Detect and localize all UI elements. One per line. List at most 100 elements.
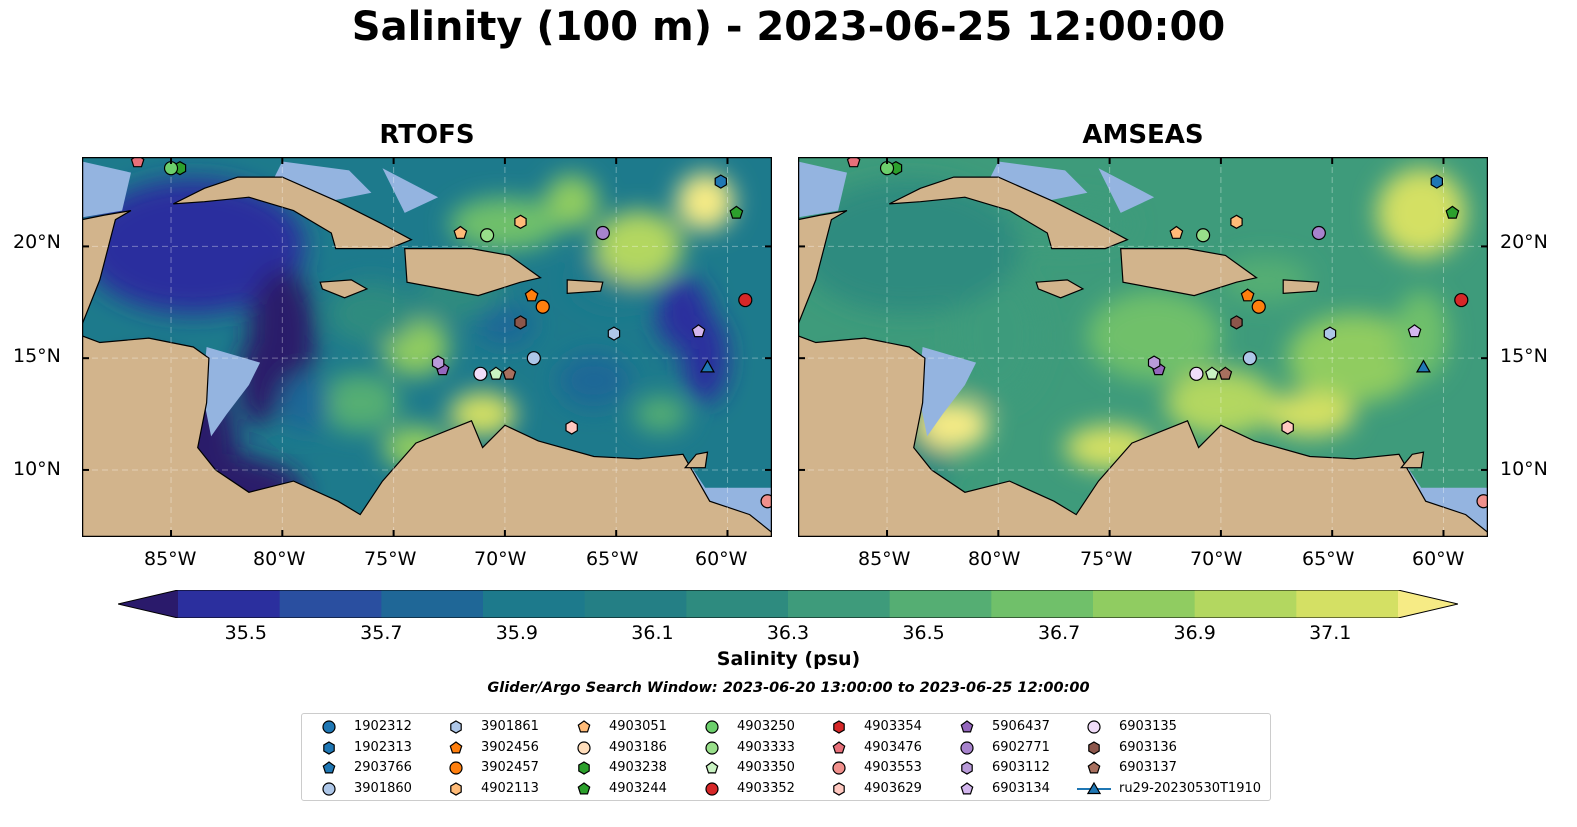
- legend-label: 5906437: [992, 719, 1050, 734]
- hexagon-marker-icon: [833, 781, 845, 796]
- float-marker-6903137: [1218, 366, 1233, 380]
- pentagon-marker-icon: [960, 781, 974, 794]
- shelf-area-0: [202, 347, 261, 437]
- colorbar-tick-label: 35.9: [495, 622, 539, 644]
- float-marker-4903629: [1281, 420, 1294, 435]
- legend-label: 3901861: [481, 719, 539, 734]
- salinity-patch-1: [1087, 291, 1221, 381]
- land-3: [404, 247, 542, 297]
- land-0: [82, 335, 772, 537]
- land-2: [173, 176, 413, 250]
- float-marker-6903137: [502, 366, 517, 380]
- colorbar-segment-4: [483, 590, 586, 618]
- colorbar-label: Salinity (psu): [716, 648, 861, 670]
- float-marker-3901860: [1242, 351, 1257, 366]
- colorbar-segment-11: [1194, 590, 1297, 618]
- legend-label: 6902771: [992, 739, 1050, 755]
- float-marker-3901861: [607, 326, 621, 341]
- land-1: [798, 210, 848, 325]
- hexagon-marker-icon: [450, 781, 462, 796]
- circle-marker-icon: [705, 740, 719, 755]
- colorbar-extend-high: [1398, 590, 1458, 618]
- pentagon-marker-icon: [322, 761, 336, 774]
- lon-tick-l-80: 80°W: [253, 548, 306, 570]
- pentagon-marker-icon: [705, 761, 719, 774]
- float-marker-4903244: [1445, 205, 1460, 219]
- colorbar-segment-3: [381, 590, 484, 618]
- panel-title-rtofs: RTOFS: [379, 120, 475, 150]
- colorbar-tick-label: 36.9: [1173, 622, 1216, 644]
- salinity-patch-0: [953, 268, 1043, 403]
- salinity-patch-21: [280, 373, 330, 432]
- circle-marker-icon: [322, 720, 336, 734]
- legend-label: 4903238: [609, 760, 667, 775]
- salinity-patch-13: [634, 396, 688, 432]
- salinity-colorbar: [118, 590, 1458, 618]
- lon-tick-l-85: 85°W: [144, 548, 197, 570]
- legend-label: 3902456: [481, 739, 539, 755]
- legend-label: 4903244: [609, 780, 667, 796]
- float-marker-3902457: [1251, 299, 1266, 314]
- salinity-patch-20: [449, 197, 561, 251]
- legend-label: 4903352: [737, 780, 795, 796]
- colorbar-tick-label: 35.7: [360, 622, 403, 644]
- hexagon-marker-icon: [578, 761, 590, 775]
- circle-marker-icon: [705, 720, 719, 734]
- float-marker-3902456: [524, 288, 539, 302]
- float-marker-6903135: [1189, 366, 1204, 381]
- salinity-patch-8: [1394, 291, 1448, 381]
- pentagon-marker-icon: [960, 720, 974, 733]
- float-marker-6903112: [1147, 355, 1161, 370]
- legend-label: 3902457: [481, 760, 539, 775]
- salinity-patch-2: [1165, 369, 1277, 437]
- float-marker-4903553: [760, 494, 772, 509]
- land-5: [566, 279, 604, 295]
- land-0: [798, 335, 1488, 537]
- panel-title-amseas: AMSEAS: [1082, 120, 1204, 150]
- colorbar-tick-label: 36.3: [766, 622, 810, 644]
- float-marker-6903136: [1230, 315, 1243, 330]
- legend-label: 4903250: [737, 719, 795, 734]
- lon-tick-l-60: 60°W: [695, 548, 748, 570]
- float-marker-4903629: [565, 420, 578, 435]
- float-marker-4903333: [1195, 228, 1211, 243]
- lon-tick-r-65: 65°W: [1302, 548, 1355, 570]
- legend-label: 2903766: [354, 760, 412, 775]
- lat-tick-left-20: 20°N: [13, 231, 61, 253]
- salinity-patch-11: [558, 353, 630, 408]
- pentagon-marker-icon: [449, 740, 463, 753]
- map-frame: [798, 157, 1488, 537]
- legend-label: 6903137: [1119, 760, 1177, 775]
- lon-tick-r-85: 85°W: [858, 548, 911, 570]
- land-4: [319, 279, 369, 299]
- lat-tick-left-10: 10°N: [13, 458, 61, 480]
- float-marker-4903051: [453, 225, 468, 239]
- shelf-area-3: [798, 161, 847, 218]
- legend-label: 6903134: [992, 780, 1050, 796]
- colorbar-tick-label: 35.5: [224, 622, 267, 644]
- float-marker-4903244: [729, 205, 744, 219]
- float-marker-6903136: [514, 315, 527, 330]
- salinity-patch-2: [237, 335, 283, 426]
- legend-label: ru29-20230530T1910: [1119, 780, 1262, 796]
- legend-label: 6903136: [1119, 739, 1177, 755]
- shelf-area-3: [82, 161, 131, 218]
- colorbar-segment-5: [584, 590, 687, 618]
- float-marker-3902456: [1240, 288, 1255, 302]
- salinity-patch-0: [82, 179, 305, 314]
- colorbar-segment-7: [788, 590, 891, 618]
- colorbar-segment-10: [1093, 590, 1196, 618]
- float-marker-1902313: [714, 174, 728, 189]
- amseas-salinity-map: [798, 157, 1488, 537]
- legend-label: 4903476: [864, 739, 922, 755]
- float-marker-4903350: [1205, 366, 1219, 380]
- colorbar-segment-9: [991, 590, 1094, 618]
- legend-label: 4903350: [737, 760, 795, 775]
- hexagon-marker-icon: [323, 740, 335, 755]
- pentagon-marker-icon: [832, 740, 846, 753]
- legend-label: 6903112: [992, 760, 1050, 775]
- colorbar-tick-label: 37.1: [1309, 622, 1352, 644]
- salinity-patch-6: [326, 282, 416, 345]
- legend-label: 4903553: [864, 760, 922, 775]
- salinity-patch-18: [320, 373, 401, 432]
